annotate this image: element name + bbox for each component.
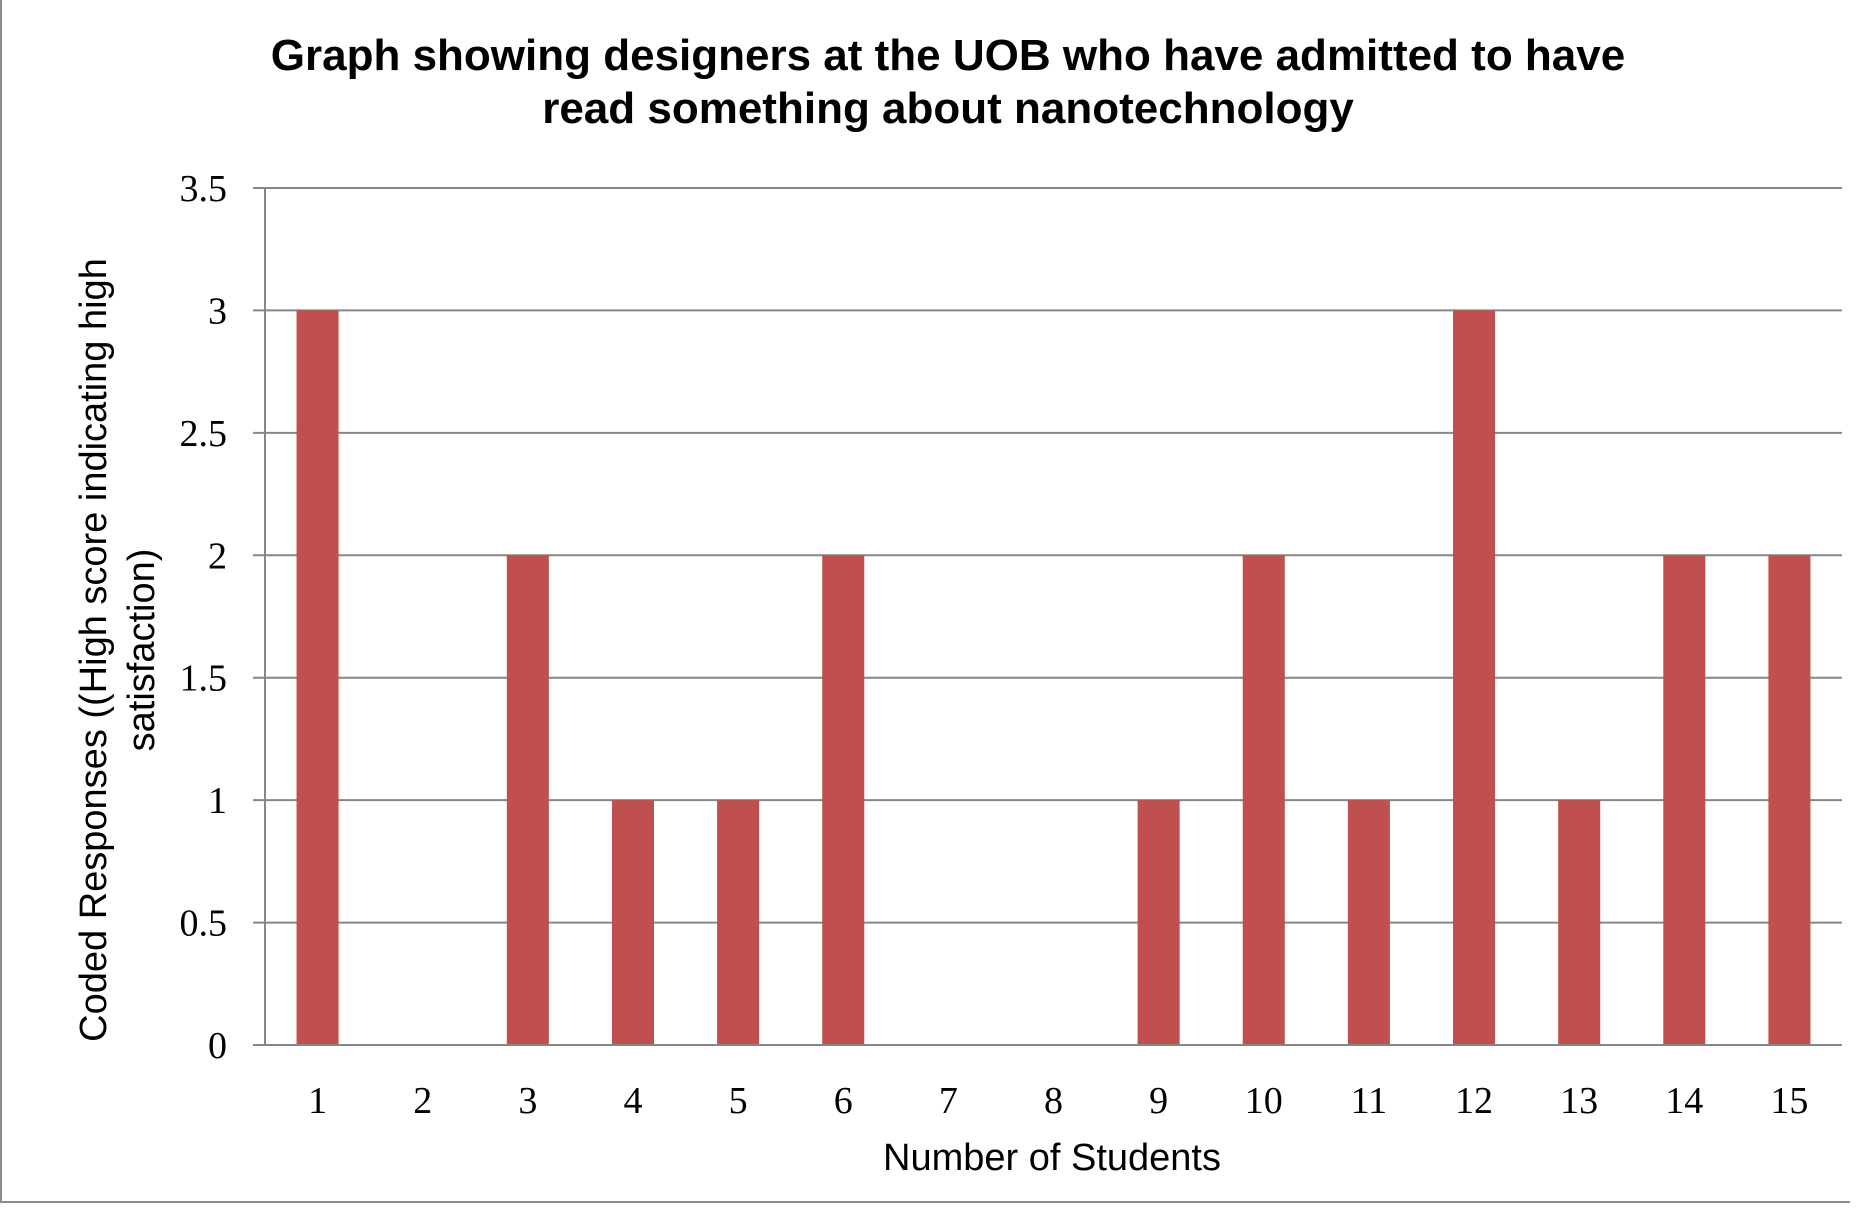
y-axis-label: Coded Responses ((High score indicating … xyxy=(73,258,163,1042)
x-tick-label: 6 xyxy=(834,1080,853,1122)
bar-10 xyxy=(1242,555,1285,1045)
y-axis-ticks: 0 0.5 1 1.5 2 2.5 3 3.5 xyxy=(180,168,228,1067)
x-tick-label: 13 xyxy=(1560,1080,1598,1122)
x-tick-label: 9 xyxy=(1149,1080,1168,1122)
y-axis-label-line-1: Coded Responses ((High score indicating … xyxy=(73,258,115,1042)
gridlines xyxy=(253,187,1842,924)
x-tick-label: 1 xyxy=(308,1080,327,1122)
bar-6 xyxy=(822,555,865,1045)
x-tick-label: 2 xyxy=(413,1080,432,1122)
y-tick-label: 1 xyxy=(208,780,227,822)
x-tick-label: 8 xyxy=(1044,1080,1063,1122)
y-tick-label: 3.5 xyxy=(180,168,228,210)
x-tick-label: 3 xyxy=(518,1080,537,1122)
y-tick-label: 1.5 xyxy=(180,658,228,700)
x-tick-label: 10 xyxy=(1245,1080,1283,1122)
bar-13 xyxy=(1558,800,1601,1045)
x-tick-label: 15 xyxy=(1770,1080,1808,1122)
x-tick-label: 7 xyxy=(939,1080,958,1122)
chart-title-line-2: read something about nanotechnology xyxy=(542,84,1354,133)
x-tick-label: 12 xyxy=(1455,1080,1493,1122)
x-tick-label: 4 xyxy=(623,1080,642,1122)
chart-title-line-1: Graph showing designers at the UOB who h… xyxy=(271,31,1625,80)
x-axis-label: Number of Students xyxy=(883,1137,1221,1179)
bar-14 xyxy=(1663,555,1706,1045)
bar-5 xyxy=(717,800,760,1045)
bar-9 xyxy=(1137,800,1180,1045)
y-tick-label: 2 xyxy=(208,535,227,577)
bar-3 xyxy=(506,555,549,1045)
bar-4 xyxy=(611,800,654,1045)
x-axis-ticks: 1 2 3 4 5 6 7 8 9 10 11 12 13 14 15 xyxy=(308,1080,1808,1122)
x-tick-label: 11 xyxy=(1351,1080,1388,1122)
y-tick-label: 3 xyxy=(208,290,227,332)
y-axis-label-line-2: satisfaction) xyxy=(121,549,163,752)
y-tick-label: 2.5 xyxy=(180,413,228,455)
y-tick-label: 0.5 xyxy=(180,903,228,945)
bars xyxy=(296,310,1811,1045)
axes xyxy=(253,188,1842,1046)
x-tick-label: 14 xyxy=(1665,1080,1703,1122)
chart-title: Graph showing designers at the UOB who h… xyxy=(271,31,1625,133)
y-tick-label: 0 xyxy=(208,1025,227,1067)
bar-1 xyxy=(296,310,339,1045)
bar-15 xyxy=(1768,555,1811,1045)
bar-12 xyxy=(1453,310,1496,1045)
x-tick-label: 5 xyxy=(729,1080,748,1122)
bar-11 xyxy=(1347,800,1390,1045)
